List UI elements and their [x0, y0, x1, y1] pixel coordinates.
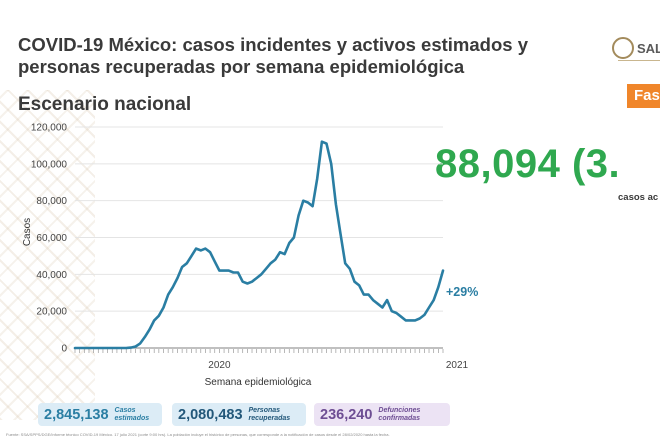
y-tick-label: 40,000 [36, 270, 67, 281]
y-tick-label: 20,000 [36, 307, 67, 318]
change-annotation: +29% [446, 285, 478, 299]
stat-estimated-cases: 2,845,138 Casos estimados [38, 403, 162, 426]
x-year-label: 2021 [446, 360, 469, 371]
x-axis-ticks [74, 349, 444, 353]
stat-value: 2,845,138 [44, 406, 109, 423]
decorative-pattern [0, 90, 95, 420]
ministry-logo: SAL [612, 36, 660, 60]
y-axis-label: Casos [22, 218, 33, 246]
x-year-label: 2020 [208, 360, 231, 371]
stat-label: Personas recuperadas [248, 407, 291, 422]
y-tick-label: 80,000 [36, 196, 67, 207]
cases-series-line [73, 140, 445, 350]
phase-badge: Fas [627, 84, 660, 108]
active-cases-number: 88,094 (3. [435, 142, 621, 186]
y-tick-label: 60,000 [36, 233, 67, 244]
stat-label: Defunciones confirmadas [378, 407, 421, 422]
chart-grid [75, 126, 443, 349]
stat-value: 2,080,483 [178, 406, 243, 423]
stat-recovered: 2,080,483 Personas recuperadas [172, 403, 306, 426]
stat-value: 236,240 [320, 406, 373, 423]
logo-divider [618, 60, 660, 61]
y-tick-label: 120,000 [31, 123, 68, 134]
y-tick-label: 0 [61, 344, 67, 355]
x-year-labels: 2020 2021 [208, 360, 468, 371]
scenario-subtitle: Escenario nacional [18, 94, 192, 115]
y-axis-ticks: 0 20,000 40,000 60,000 80,000 100,000 120,000 [31, 123, 68, 355]
logo-text: SAL [637, 40, 660, 56]
page-title: COVID-19 México: casos incidentes y acti… [18, 34, 528, 77]
stat-deaths: 236,240 Defunciones confirmadas [314, 403, 450, 426]
cases-line-chart: 020,00040,00060,00080,000100,000120,000 … [22, 123, 478, 389]
y-tick-label: 100,000 [31, 159, 68, 170]
source-footnote: Fuente: SSA/SPPS/DGE/Informe técnico COV… [6, 432, 390, 437]
stat-label: Casos estimados [114, 407, 150, 422]
active-cases-caption: casos ac [618, 192, 659, 203]
emblem-icon [612, 37, 634, 59]
x-axis-label: Semana epidemiológica [205, 377, 312, 388]
